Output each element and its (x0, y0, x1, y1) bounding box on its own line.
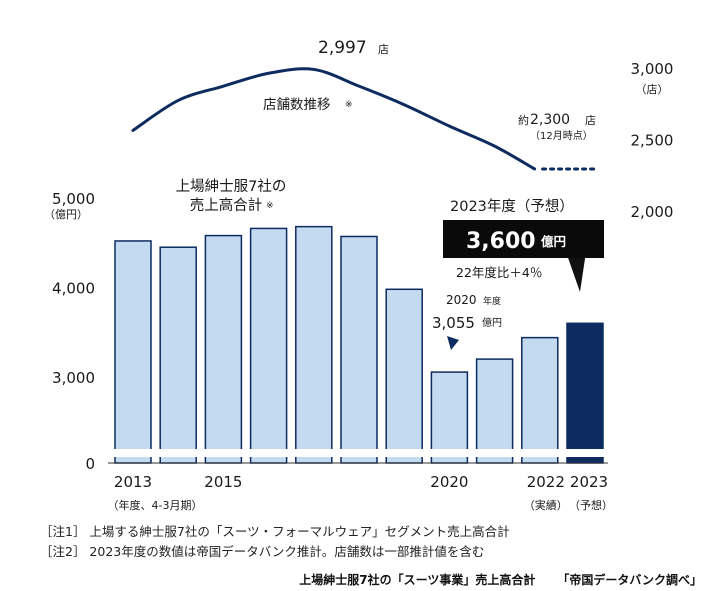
bar-2020 (430, 371, 469, 464)
left-axis-tick-label: 3,000 (52, 369, 95, 387)
bar-2017 (295, 225, 333, 464)
x-tick-label: 2022 (527, 473, 565, 491)
x-tick-label: 2013 (114, 473, 152, 491)
source-left: 上場紳士服7社の「スーツ事業」売上高合計 (299, 573, 536, 587)
bar-2016 (249, 227, 288, 464)
bar-series (114, 225, 604, 464)
x-axis-unit-label: （年度、4-3月期） (108, 498, 203, 512)
low-value-pointer (447, 336, 459, 350)
forecast-value-label: 3,600 (466, 229, 536, 254)
bar-2022 (521, 336, 559, 464)
bar-title-line2: 売上高合計 (190, 197, 263, 214)
line-title: 店舗数推移 (263, 97, 331, 113)
axis-break (108, 449, 608, 464)
bar-title-line1: 上場紳士服7社の (176, 178, 287, 195)
line-series (131, 67, 597, 171)
bar-2019 (385, 288, 423, 464)
store-count-line (131, 67, 537, 171)
x-tick-label: 2020 (430, 473, 468, 491)
bar-2013 (114, 240, 152, 464)
end-note-label: （12月時点） (530, 130, 593, 142)
low-year-unit-label: 年度 (483, 295, 501, 307)
bar-2021 (475, 358, 514, 464)
forecast-unit-label: 億円 (541, 234, 566, 249)
left-axis-tick-label: 5,000 (52, 190, 95, 208)
bar-2014 (159, 246, 197, 464)
forecast-title: 2023年度（予想） (450, 198, 574, 215)
bar-2023 (566, 322, 604, 464)
bar-2015 (204, 234, 243, 464)
x-tick-label: 2015 (204, 473, 242, 491)
end-value-label: 2,300 (530, 112, 570, 128)
bar-2018 (340, 235, 378, 464)
note-2: ［注2］ 2023年度の数値は帝国データバンク推計。店舗数は一部推計値を含む (40, 544, 485, 559)
left-axis-tick-label: 4,000 (52, 280, 95, 298)
right-axis-tick-label: 2,000 (631, 203, 674, 221)
bar-title-mark: ※ (266, 201, 274, 211)
peak-unit-label: 店 (378, 42, 389, 56)
right-axis-unit: （店） (636, 82, 669, 96)
forecast-change-label: 22年度比＋4％ (456, 265, 542, 280)
note-1: ［注1］ 上場する紳士服7社の「スーツ・フォーマルウェア」セグメント売上高合計 (40, 524, 510, 539)
actual-label: （実績） (524, 498, 568, 512)
peak-value-label: 2,997 (318, 38, 367, 58)
right-axis-tick-label: 2,500 (631, 131, 674, 149)
right-axis-tick-label: 3,000 (631, 60, 674, 78)
low-value-label: 3,055 (432, 314, 475, 332)
axis-break-band (108, 449, 608, 457)
forecast-callout-box (443, 220, 604, 258)
end-unit-label: 店 (585, 113, 596, 127)
left-axis: 5,000 4,000 3,000 0 （億円） (44, 190, 95, 473)
left-axis-unit: （億円） (44, 208, 88, 221)
left-axis-tick-label: 0 (85, 455, 95, 473)
source-line: 上場紳士服7社の「スーツ事業」売上高合計 「帝国データバンク調べ」 (299, 571, 702, 588)
forecast-callout-pointer (566, 252, 586, 292)
x-axis: 2013 2015 2020 2022 2023 （年度、4-3月期） （実績） （予想） (108, 473, 613, 512)
source-right: 「帝国データバンク調べ」 (557, 573, 702, 587)
right-axis: 3,000 2,500 2,000 （店） (631, 60, 674, 221)
low-year-label: 2020 (446, 293, 477, 307)
line-title-mark: ※ (345, 100, 353, 110)
x-tick-label: 2023 (570, 473, 608, 491)
forecast-label: （予想） (569, 498, 613, 512)
end-prefix-label: 約 (518, 113, 529, 127)
low-unit-label: 億円 (482, 316, 502, 329)
